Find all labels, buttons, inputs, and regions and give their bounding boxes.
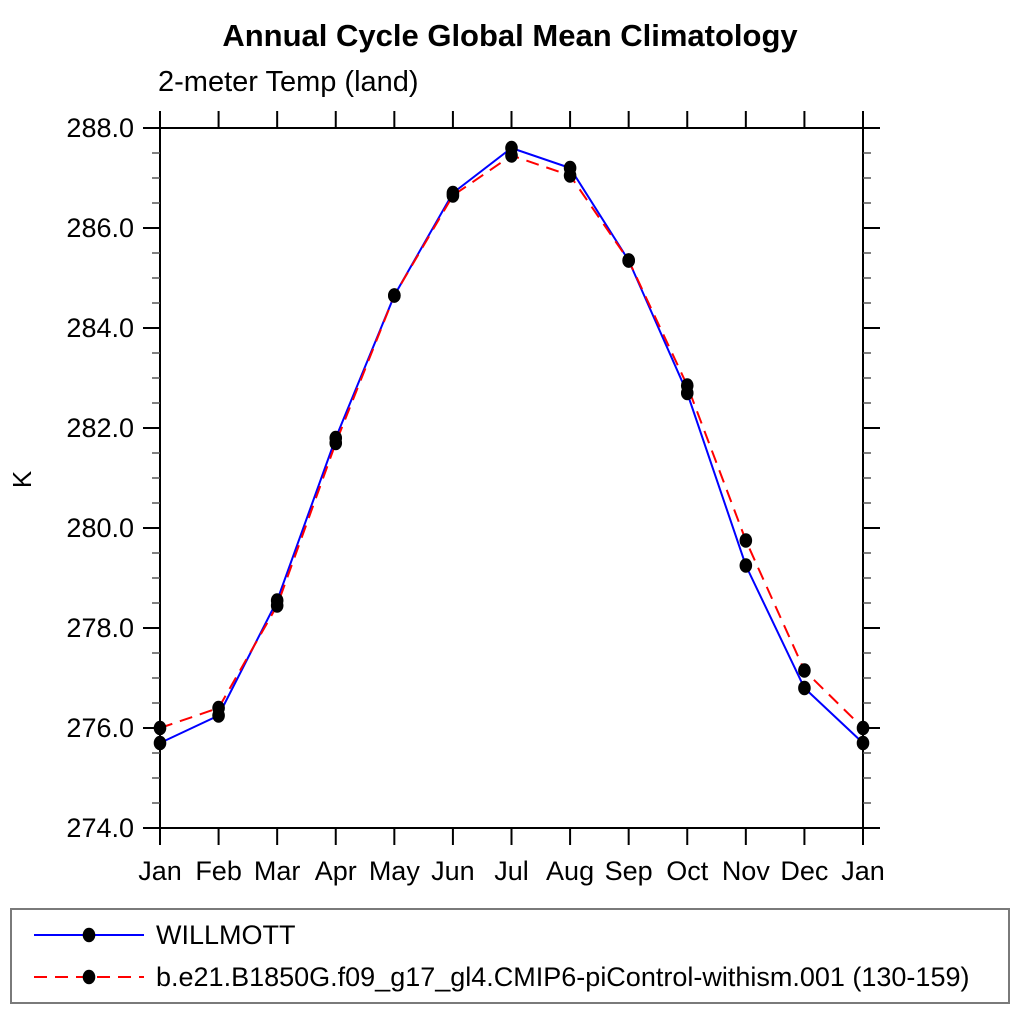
willmott-line	[159, 146, 864, 744]
x-tick-label: Jun	[431, 856, 475, 886]
x-tick-label: Aug	[546, 856, 594, 886]
legend-marker-dot	[82, 927, 96, 943]
y-tick-label: 276.0	[66, 713, 134, 743]
legend-label-model: b.e21.B1850G.f09_g17_gl4.CMIP6-piControl…	[156, 961, 970, 992]
data-point	[856, 720, 870, 736]
data-point	[212, 700, 225, 716]
legend-row-willmott: WILLMOTT	[30, 919, 1008, 951]
y-tick-label: 284.0	[66, 313, 134, 343]
legend-row-model: b.e21.B1850G.f09_g17_gl4.CMIP6-piControl…	[30, 961, 1008, 993]
data-point	[798, 663, 811, 678]
legend-line-sample-solid	[34, 927, 144, 943]
model-line	[159, 154, 864, 729]
y-tick-label: 286.0	[66, 213, 134, 243]
x-tick-label: Oct	[666, 856, 709, 886]
x-tick-label: May	[369, 856, 421, 886]
data-point	[856, 735, 870, 751]
data-point	[739, 558, 753, 573]
legend-label-willmott: WILLMOTT	[156, 919, 296, 950]
chart-title: Annual Cycle Global Mean Climatology	[222, 18, 798, 53]
data-point	[388, 288, 401, 303]
x-tick-label: Jul	[494, 856, 529, 886]
y-tick-label: 280.0	[66, 513, 134, 543]
plot-frame	[159, 127, 864, 829]
data-point	[446, 188, 460, 203]
x-tick-label: Jan	[138, 856, 182, 886]
x-tick-label: Apr	[315, 856, 357, 886]
x-tick-label: Dec	[780, 856, 828, 886]
data-point	[153, 735, 167, 751]
data-point	[798, 680, 811, 696]
legend: WILLMOTT b.e21.B1850G.f09_g17_gl4.CMIP6-…	[10, 908, 1010, 1004]
y-tick-label: 278.0	[66, 613, 134, 643]
data-point	[329, 435, 343, 451]
x-tick-label: Sep	[605, 856, 653, 886]
y-tick-label: 282.0	[66, 413, 134, 443]
legend-marker-dot	[82, 969, 96, 985]
data-point	[153, 720, 167, 736]
x-tick-label: Feb	[195, 856, 242, 886]
x-tick-label: Nov	[722, 856, 771, 886]
data-point	[270, 598, 284, 613]
y-tick-label: 274.0	[66, 813, 134, 843]
chart-subtitle: 2-meter Temp (land)	[158, 66, 419, 98]
data-point	[505, 148, 518, 163]
data-point	[739, 533, 753, 548]
data-point	[563, 168, 577, 183]
x-tick-label: Jan	[841, 856, 885, 886]
data-point	[622, 253, 635, 268]
x-tick-label: Mar	[254, 856, 301, 886]
data-point	[680, 378, 694, 393]
y-tick-label: 288.0	[66, 113, 134, 143]
legend-line-sample-dashed	[34, 969, 144, 985]
